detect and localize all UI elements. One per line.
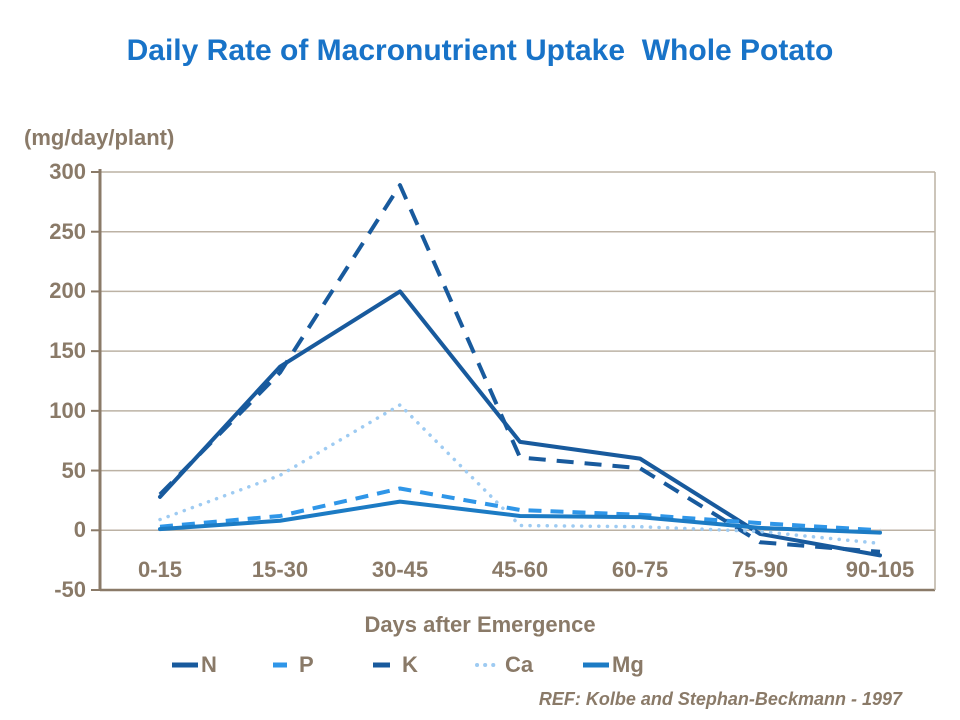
y-tick-label: 50 — [61, 457, 86, 483]
legend-item-n: N — [172, 651, 217, 679]
y-tick-label: 200 — [49, 278, 86, 304]
series-line-p — [159, 486, 881, 533]
x-category-label: 15-30 — [251, 557, 309, 582]
legend-swatch-n — [172, 662, 198, 668]
legend-swatch-k — [373, 662, 390, 668]
series-line-mg — [158, 499, 882, 535]
legend-swatch-ca — [475, 663, 501, 667]
x-axis-title: Days after Emergence — [364, 612, 596, 637]
legend-label-ca: Ca — [505, 652, 534, 677]
legend-label-n: N — [201, 652, 217, 677]
x-category-label: 60-75 — [611, 557, 669, 582]
y-tick-label: 300 — [49, 159, 86, 184]
reference-text: REF: Kolbe and Stephan-Beckmann - 1997 — [538, 689, 902, 709]
x-category-label: 0-15 — [137, 557, 183, 582]
series-line-n — [158, 289, 882, 558]
series-line-k — [158, 183, 881, 554]
x-category-label: 45-60 — [491, 557, 549, 582]
y-tick-label: 100 — [49, 397, 86, 423]
legend-item-mg: Mg — [583, 651, 644, 679]
legend-swatch-mg — [583, 662, 609, 668]
x-category-label: 30-45 — [371, 557, 429, 582]
legend-label-k: K — [402, 652, 418, 677]
legend-item-k: K — [373, 651, 418, 679]
x-category-label: 90-105 — [845, 557, 915, 582]
y-tick-label: -50 — [54, 577, 86, 602]
series-line-ca — [158, 403, 882, 546]
legend-label-p: P — [299, 652, 314, 677]
legend-swatch-p — [273, 662, 287, 668]
legend-item-ca: Ca — [475, 651, 533, 679]
chart-title: Daily Rate of Macronutrient Uptake Whole… — [126, 34, 834, 67]
y-tick-label: 250 — [49, 218, 86, 244]
legend-label-mg: Mg — [612, 652, 644, 677]
x-category-label: 75-90 — [731, 557, 789, 582]
y-tick-label: 150 — [49, 338, 86, 364]
y-tick-label: 0 — [73, 517, 86, 543]
y-axis-unit-label: (mg/day/plant) — [24, 125, 175, 150]
legend-item-p: P — [273, 651, 314, 679]
